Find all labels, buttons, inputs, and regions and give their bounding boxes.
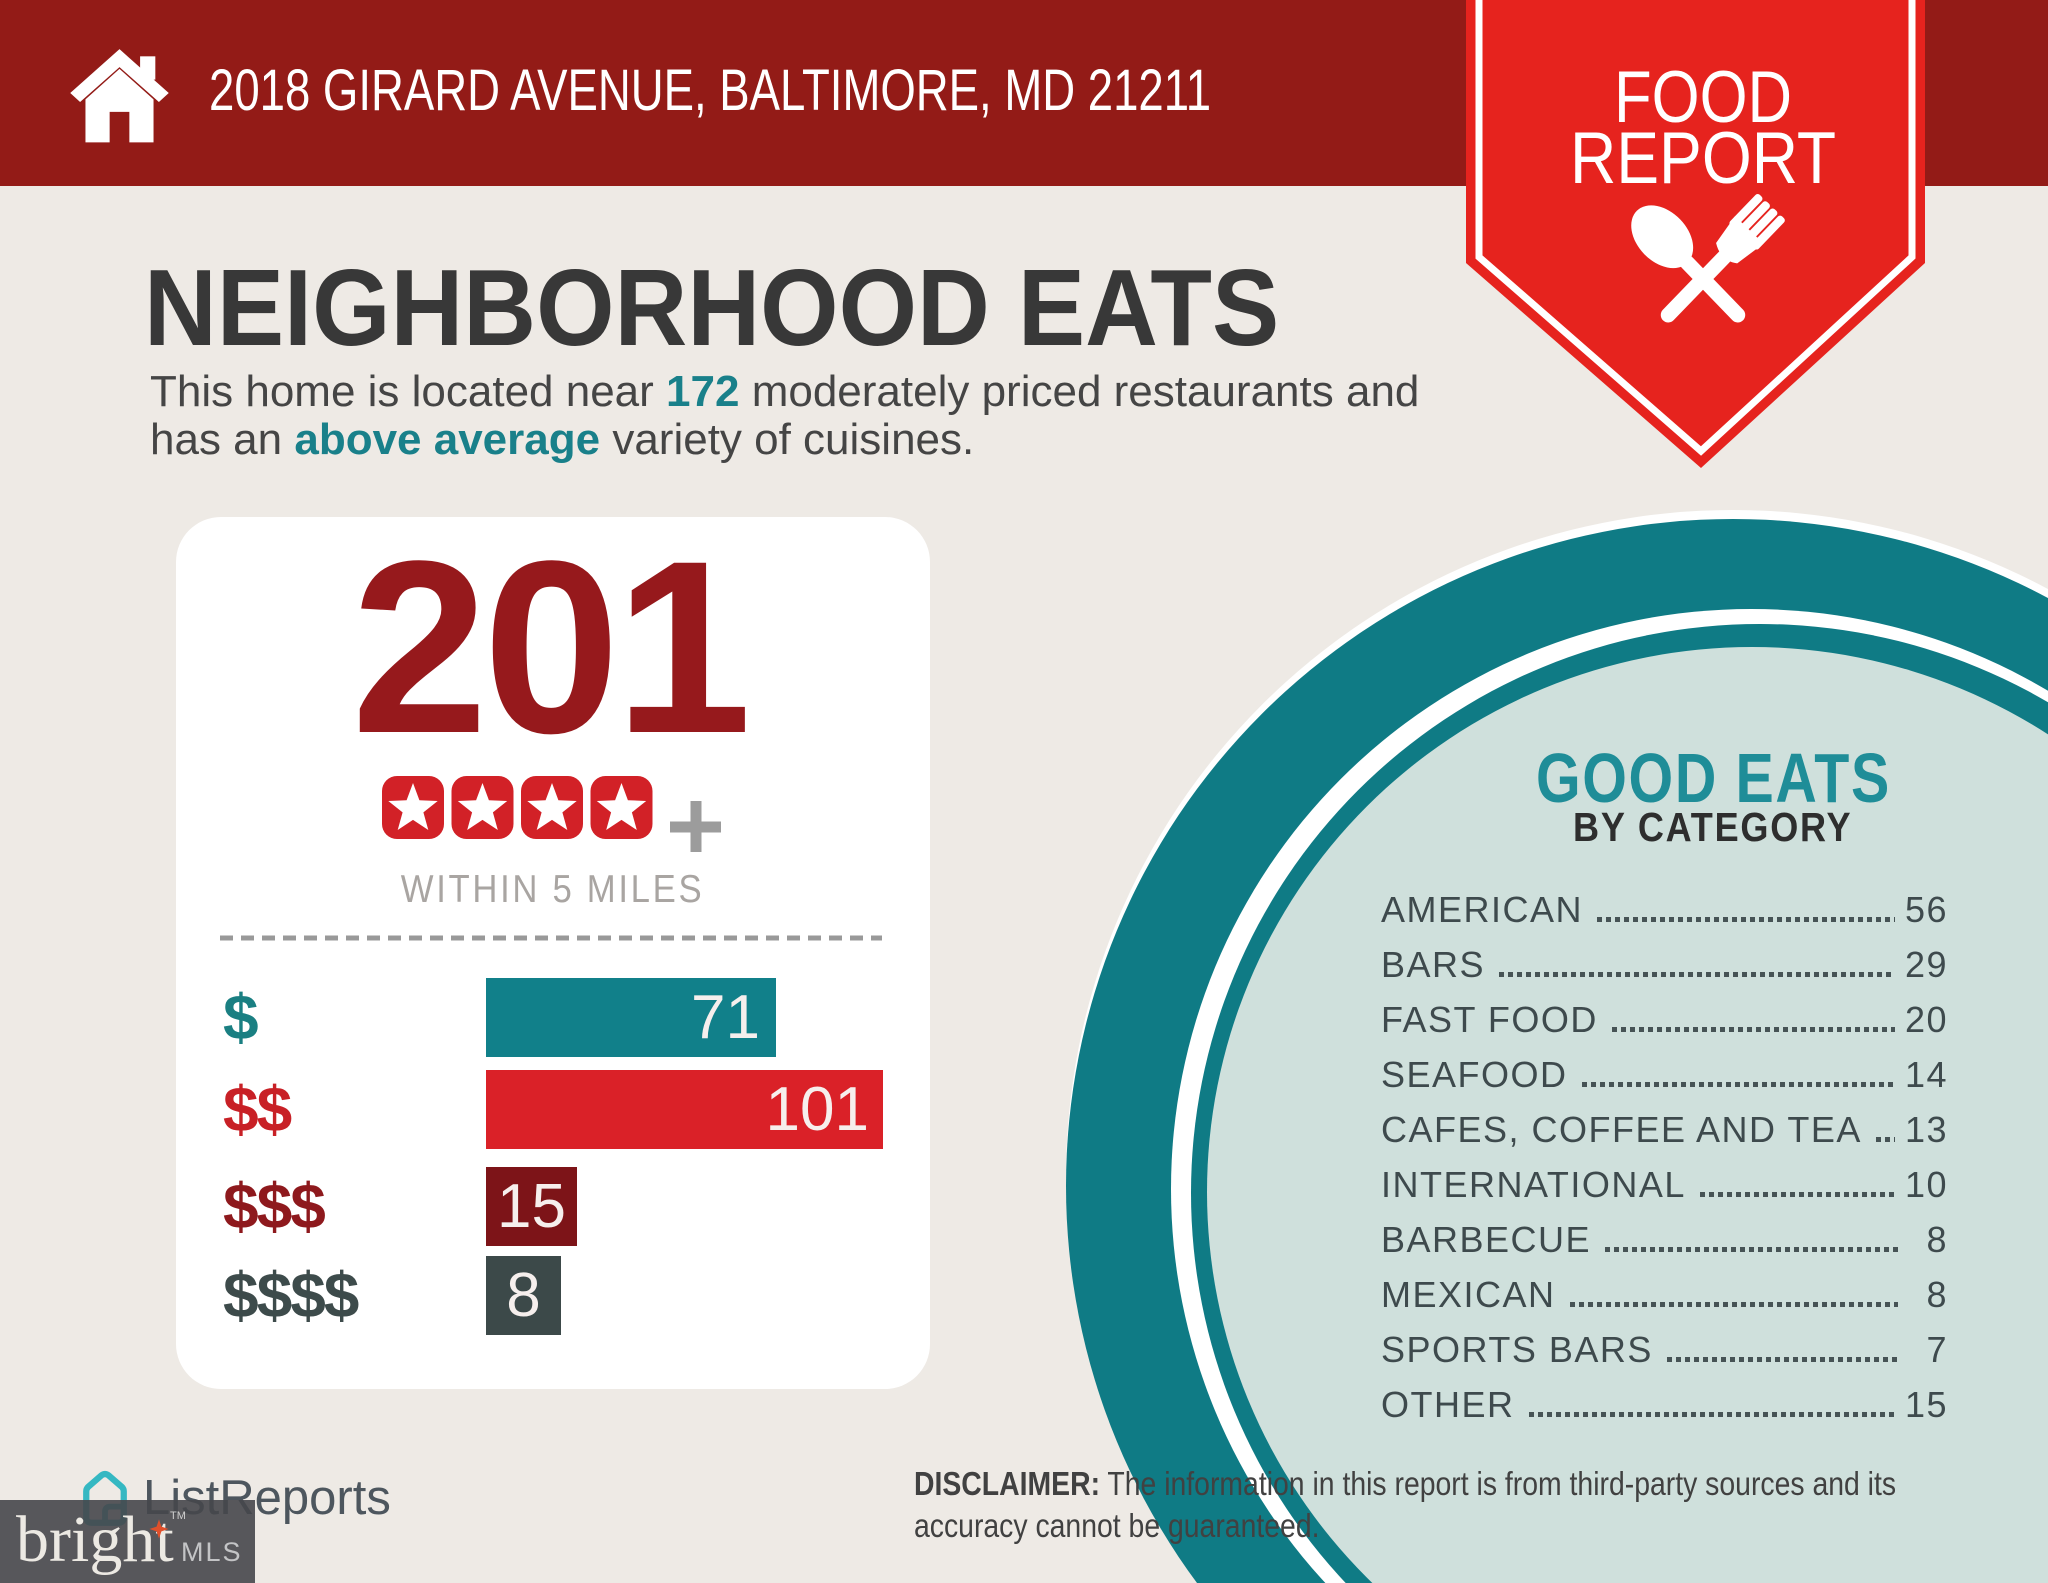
svg-text:FOOD: FOOD bbox=[1614, 57, 1792, 138]
svg-text:REPORT: REPORT bbox=[1570, 118, 1836, 199]
